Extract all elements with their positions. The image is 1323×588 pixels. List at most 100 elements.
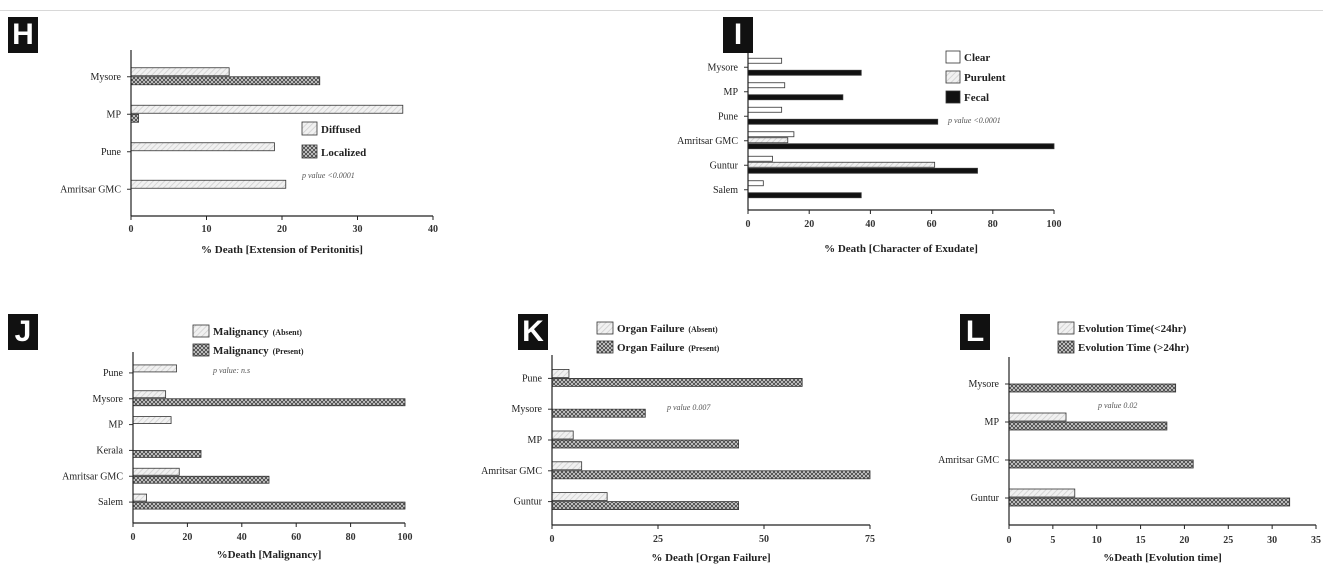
xtick-label-h-5: 40	[428, 224, 438, 235]
category-label-j-3: MP	[109, 420, 124, 431]
panel-h: H Mysore MP Pune Amritsar GMC 0 10 20 30 40 % Dea…	[0, 0, 460, 290]
chart-j: Pune Mysore MP Kerala Amritsar GMC Salem 0 20 40…	[62, 324, 413, 561]
p-value-k: p value 0.007	[666, 403, 711, 412]
legend-swatch-h-2	[301, 144, 318, 159]
bar-j-6-2	[132, 501, 406, 510]
panel-letter-h: H	[8, 17, 38, 53]
panel-k: K Pune Mysore MP Amritsar GMC Guntur 0 25 50 75%…	[430, 300, 890, 583]
xtick-label-l-6: 25	[1223, 535, 1233, 546]
xtick-label-k-4: 75	[865, 534, 875, 545]
bar-i-6-1	[747, 180, 764, 187]
legend-label-h-1: Diffused	[321, 124, 361, 136]
legend-swatch-l-1	[1057, 321, 1075, 335]
xtick-label-i-1: 0	[746, 219, 751, 230]
xtick-label-l-8: 35	[1311, 535, 1321, 546]
category-label-i-4: Amritsar GMC	[677, 136, 738, 147]
legend-swatch-k-1	[596, 321, 614, 335]
legend-suffix-j-2: (Present)	[273, 347, 304, 356]
category-label-k-4: Amritsar GMC	[481, 466, 542, 477]
category-label-j-1: Pune	[103, 368, 124, 379]
category-label-j-4: Kerala	[96, 445, 123, 456]
xtick-label-l-3: 10	[1092, 535, 1102, 546]
bar-h-2-2	[130, 113, 139, 123]
panel-letter-l: L	[960, 314, 990, 350]
category-label-h-1: Mysore	[90, 72, 121, 83]
bar-l-4-1	[1008, 488, 1076, 498]
bar-l-2-2	[1008, 421, 1168, 431]
category-label-k-5: Guntur	[514, 497, 543, 508]
category-label-i-6: Salem	[713, 185, 738, 196]
bar-j-2-2	[132, 398, 406, 407]
bar-h-4-1	[130, 179, 287, 189]
bar-k-1-1	[551, 369, 570, 378]
legend-k: Organ Failure (Absent) Organ Failure (Prese…	[596, 321, 720, 354]
category-label-j-5: Amritsar GMC	[62, 471, 123, 482]
bar-l-3-2	[1008, 459, 1194, 469]
bar-l-4-2	[1008, 497, 1291, 507]
bar-k-4-1	[551, 461, 583, 471]
bar-i-3-1	[747, 106, 783, 113]
category-label-j-6: Salem	[98, 497, 123, 508]
legend-suffix-k-1: (Absent)	[688, 325, 718, 334]
legend-swatch-i-3	[945, 90, 961, 104]
legend-label-i-2: Purulent	[964, 72, 1006, 84]
bar-i-5-2	[747, 161, 936, 168]
xtick-label-l-7: 30	[1267, 535, 1277, 546]
top-rule	[0, 10, 1323, 11]
legend-label-i-3: Fecal	[964, 92, 989, 104]
category-label-l-2: MP	[985, 417, 1000, 428]
legend-label-l-2: Evolution Time (>24hr)	[1078, 342, 1189, 354]
bar-i-4-3	[747, 143, 1055, 150]
category-label-i-1: Mysore	[707, 62, 738, 73]
p-value-i: p value <0.0001	[947, 116, 1001, 125]
p-value-l: p value 0.02	[1097, 401, 1137, 410]
legend-swatch-l-2	[1057, 340, 1075, 354]
panel-l: L Mysore MP Amritsar GMC Guntur 0 5 10 15 20 25 30…	[890, 300, 1323, 583]
legend-swatch-j-2	[192, 343, 210, 357]
legend-i: Clear Purulent Fecal	[945, 50, 1006, 104]
legend-suffix-j-1: (Absent)	[273, 328, 303, 337]
bar-j-1-1	[132, 364, 177, 373]
bar-k-3-2	[551, 439, 739, 449]
category-label-i-5: Guntur	[710, 160, 739, 171]
bar-i-1-3	[747, 69, 862, 76]
x-axis-label-h: % Death [Extension of Peritonitis]	[201, 244, 363, 256]
bar-i-4-2	[747, 137, 789, 144]
xtick-label-k-3: 50	[759, 534, 769, 545]
bar-i-6-3	[747, 192, 862, 199]
legend-j: Malignancy (Absent) Malignancy (Present)	[192, 324, 304, 357]
chart-k: Pune Mysore MP Amritsar GMC Guntur 0 25 50 75 % D…	[481, 321, 875, 564]
bar-j-5-1	[132, 467, 180, 476]
chart-h: Mysore MP Pune Amritsar GMC 0 10 20 30 40 % Death…	[60, 50, 438, 256]
legend-label-j-1: Malignancy (Absent)	[213, 326, 302, 338]
xtick-label-j-1: 0	[131, 532, 136, 543]
bar-i-3-3	[747, 118, 939, 125]
x-axis-label-i: % Death [Character of Exudate]	[824, 243, 978, 255]
legend-swatch-k-2	[596, 340, 614, 354]
category-label-i-3: Pune	[718, 111, 739, 122]
panel-letter-i: I	[723, 17, 753, 53]
bar-k-5-2	[551, 501, 739, 511]
category-label-j-2: Mysore	[92, 394, 123, 405]
x-axis-label-l: %Death [Evolution time]	[1103, 552, 1222, 564]
legend-label-h-2: Localized	[321, 147, 366, 159]
xtick-label-h-4: 30	[353, 224, 363, 235]
category-label-k-2: Mysore	[511, 404, 542, 415]
legend-swatch-j-1	[192, 324, 210, 338]
panel-letter-j: J	[8, 314, 38, 350]
legend-label-j-2: Malignancy (Present)	[213, 345, 304, 357]
panel-i: I Mysore MP Pune Amritsar GMC Guntur Salem 0 20…	[620, 0, 1180, 290]
xtick-label-l-5: 20	[1179, 535, 1189, 546]
bar-j-3-1	[132, 416, 172, 424]
legend-h: Diffused Localized	[301, 121, 366, 159]
xtick-label-l-2: 5	[1050, 535, 1055, 546]
xtick-label-i-4: 60	[927, 219, 937, 230]
bar-l-2-1	[1008, 412, 1067, 422]
xtick-label-h-3: 20	[277, 224, 287, 235]
bar-k-2-2	[551, 408, 646, 418]
xtick-label-i-2: 20	[804, 219, 814, 230]
bar-h-1-1	[130, 67, 230, 77]
bar-i-5-1	[747, 155, 773, 162]
category-label-l-3: Amritsar GMC	[938, 455, 999, 466]
bar-h-2-1	[130, 104, 404, 114]
